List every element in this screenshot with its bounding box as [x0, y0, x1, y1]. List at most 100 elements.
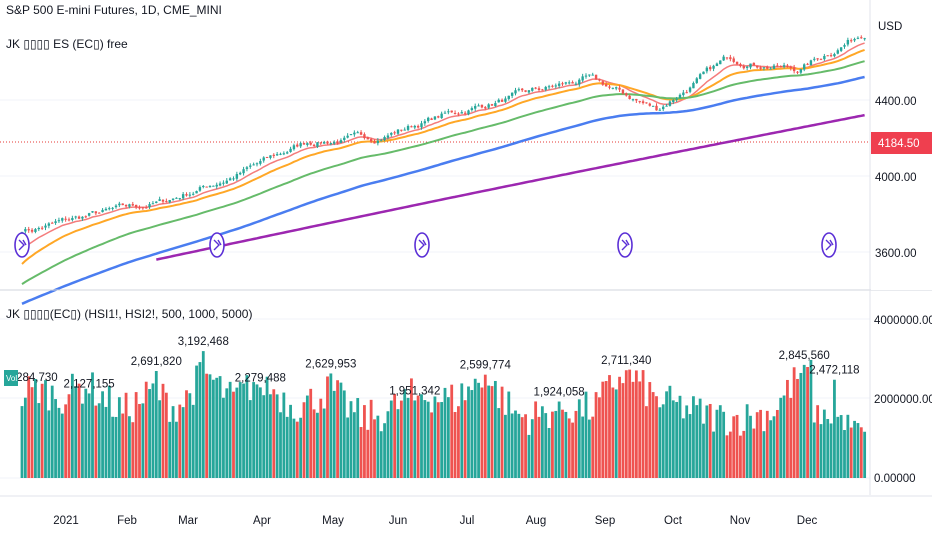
volume-value-label: 2,691,820 — [131, 356, 182, 368]
volume-bar — [322, 408, 326, 478]
volume-bar — [175, 421, 178, 478]
price-panel[interactable] — [0, 35, 870, 305]
volume-bar — [309, 388, 313, 478]
volume-panel[interactable]: 2,284,730 2,127,155 2,691,820 3,192,468 2,27… — [6, 336, 867, 478]
candle-body — [722, 56, 725, 61]
volume-bar — [359, 427, 363, 478]
volume-bar — [715, 409, 719, 478]
arrow-marker-icon[interactable] — [821, 232, 837, 258]
arrow-marker-icon[interactable] — [209, 232, 225, 258]
volume-bar — [60, 413, 64, 478]
candle-body — [171, 198, 175, 200]
volume-bar — [604, 381, 608, 478]
candle-body — [712, 65, 715, 69]
candle-body — [148, 204, 151, 208]
volume-bar — [242, 383, 245, 478]
vol-badge — [4, 370, 18, 386]
candle-body — [67, 219, 71, 221]
volume-bar — [134, 392, 138, 478]
candle-body — [208, 186, 212, 188]
volume-bar — [561, 409, 564, 478]
marker-arrow — [621, 239, 630, 251]
volume-bar — [577, 399, 581, 478]
volume-bar — [735, 414, 739, 478]
volume-bar — [101, 391, 104, 478]
candle-body — [151, 203, 155, 205]
candle-body — [588, 74, 591, 76]
candle-body — [769, 68, 772, 70]
candle-body — [121, 203, 124, 206]
candle-body — [94, 211, 98, 214]
candle-body — [262, 157, 265, 161]
volume-bar — [37, 403, 41, 478]
candle-body — [608, 86, 611, 88]
volume-bar — [745, 404, 749, 478]
candle-body — [410, 126, 413, 128]
candle-body — [124, 204, 128, 207]
volume-bar — [772, 416, 776, 478]
candle-body — [215, 184, 218, 187]
candle-body — [749, 63, 752, 68]
candle-body — [719, 60, 722, 65]
indicator-title[interactable]: JK ▯▯▯▯ ES (EC▯) free — [6, 37, 128, 51]
volume-bar — [386, 411, 390, 478]
volume-bar — [168, 421, 172, 478]
candle-body — [698, 74, 702, 79]
candle-body — [541, 89, 544, 91]
candle-body — [292, 145, 296, 150]
volume-bar — [463, 400, 467, 478]
candle-body — [557, 83, 561, 86]
volume-bar — [527, 434, 531, 478]
volume-bar — [383, 423, 386, 478]
volume-bar — [755, 412, 759, 478]
volume-bar — [614, 389, 618, 478]
arrow-marker-icon[interactable] — [414, 232, 430, 258]
candle-body — [87, 213, 91, 216]
volume-bar — [655, 396, 658, 478]
candle-body — [517, 89, 521, 91]
candle-body — [81, 216, 84, 219]
time-label-apr: Apr — [253, 515, 271, 527]
candle-body — [474, 106, 477, 109]
candle-body — [742, 65, 745, 69]
time-axis[interactable]: 2021 Feb Mar Apr May Jun Jul Aug Sep Oct Nov Dec — [53, 515, 817, 527]
volume-bar — [608, 375, 611, 478]
candle-body — [396, 129, 400, 134]
time-label-aug: Aug — [526, 515, 546, 527]
candle-body — [860, 37, 863, 39]
candle-body — [84, 216, 87, 218]
volume-bar — [248, 400, 252, 478]
candle-body — [329, 143, 333, 145]
signal-markers[interactable] — [14, 232, 837, 258]
arrow-marker-icon[interactable] — [617, 232, 633, 258]
volume-bar — [131, 422, 135, 478]
candle-body — [531, 87, 534, 91]
candle-body — [813, 58, 816, 60]
arrow-marker-icon[interactable] — [14, 232, 30, 258]
volume-bar — [453, 412, 457, 478]
candle-body — [326, 141, 329, 144]
volume-bar — [373, 419, 376, 478]
candle-body — [249, 165, 252, 167]
candle-body — [695, 78, 698, 83]
volume-labels: 2,284,730 2,127,155 2,691,820 3,192,468 2,27… — [6, 336, 859, 398]
volume-bar — [302, 402, 306, 478]
volume-bar — [399, 400, 403, 478]
candle-body — [359, 132, 363, 135]
volume-axis[interactable] — [871, 291, 932, 495]
marker-arrow — [825, 239, 834, 251]
volume-bar — [725, 435, 729, 478]
volume-bar — [107, 385, 111, 478]
volume-bar — [339, 382, 343, 478]
candle-body — [54, 221, 57, 224]
volume-bar — [225, 388, 229, 478]
volume-bar — [477, 382, 480, 478]
volume-indicator-title[interactable]: JK ▯▯▯▯(EC▯) (HSI1!, HSI2!, 500, 1000, 5… — [6, 307, 252, 321]
volume-bar — [269, 394, 272, 478]
candle-body — [101, 209, 104, 213]
volume-bar — [806, 366, 809, 478]
volume-bar — [628, 369, 632, 478]
candle-body — [400, 129, 403, 131]
volume-bar — [436, 402, 440, 478]
